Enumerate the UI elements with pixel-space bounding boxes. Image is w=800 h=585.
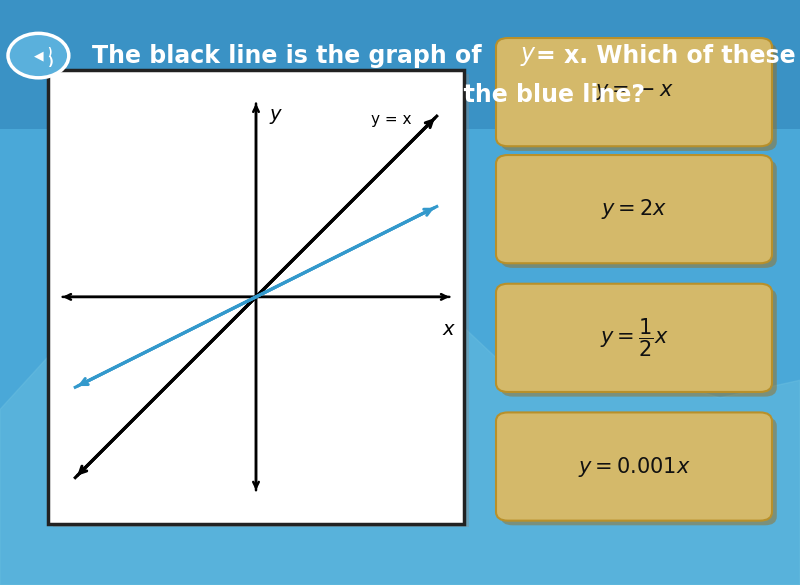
FancyBboxPatch shape bbox=[496, 155, 772, 263]
Text: The black line is the graph of: The black line is the graph of bbox=[92, 44, 490, 68]
FancyBboxPatch shape bbox=[501, 43, 777, 151]
Text: ): ) bbox=[47, 47, 52, 57]
Text: $y = 2x$: $y = 2x$ bbox=[601, 197, 667, 221]
FancyBboxPatch shape bbox=[48, 70, 464, 524]
Text: equations could represent the blue line?: equations could represent the blue line? bbox=[104, 83, 645, 107]
Text: $y = -x$: $y = -x$ bbox=[594, 82, 674, 102]
Bar bbox=[0, 0, 800, 129]
FancyBboxPatch shape bbox=[496, 412, 772, 521]
Text: $y = \dfrac{1}{2}x$: $y = \dfrac{1}{2}x$ bbox=[599, 316, 669, 359]
Text: ): ) bbox=[47, 56, 54, 69]
FancyBboxPatch shape bbox=[496, 284, 772, 392]
Text: = x. Which of these: = x. Which of these bbox=[536, 44, 796, 68]
Text: $y$: $y$ bbox=[520, 44, 537, 68]
FancyBboxPatch shape bbox=[501, 288, 777, 397]
Text: y = x: y = x bbox=[371, 112, 412, 128]
Text: $y = 0.001x$: $y = 0.001x$ bbox=[578, 455, 690, 479]
FancyBboxPatch shape bbox=[496, 38, 772, 146]
FancyBboxPatch shape bbox=[501, 417, 777, 525]
FancyBboxPatch shape bbox=[53, 74, 469, 527]
Text: x: x bbox=[442, 320, 454, 339]
FancyBboxPatch shape bbox=[501, 160, 777, 268]
Polygon shape bbox=[0, 292, 800, 585]
Text: ◀: ◀ bbox=[34, 49, 43, 62]
Text: y: y bbox=[270, 105, 281, 123]
Circle shape bbox=[8, 33, 69, 78]
